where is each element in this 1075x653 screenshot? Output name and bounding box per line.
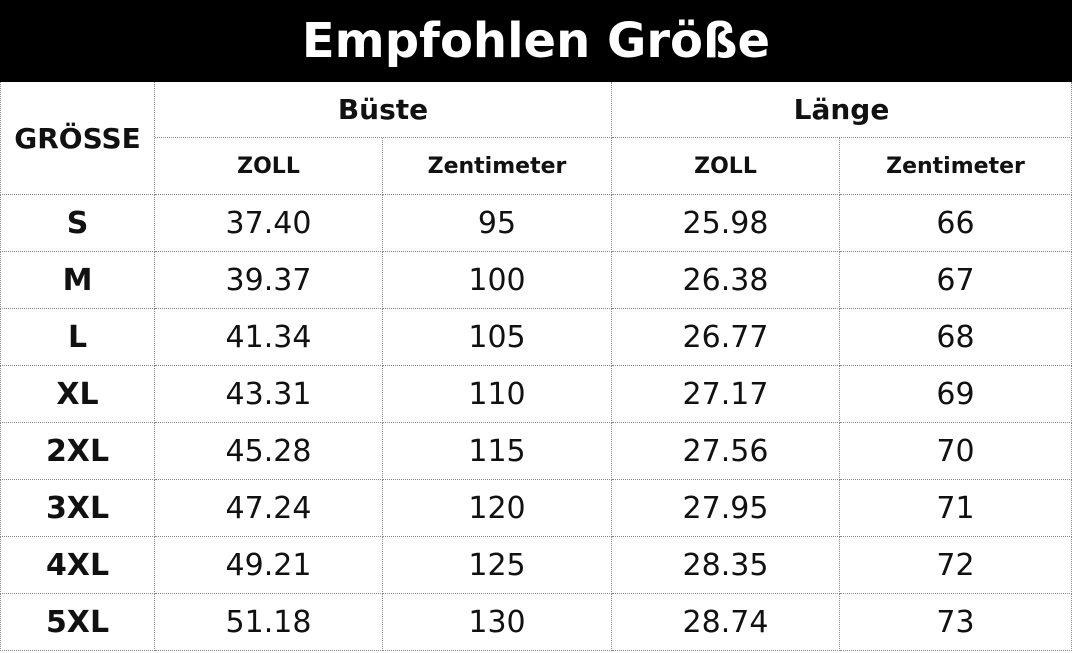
- value: 73: [840, 594, 1072, 651]
- size: M: [0, 252, 155, 309]
- value: 67: [840, 252, 1072, 309]
- value: 39.37: [155, 252, 383, 309]
- title: Empfohlen Größe: [0, 0, 1072, 82]
- size: 5XL: [0, 594, 155, 651]
- value: 26.38: [612, 252, 840, 309]
- value: 71: [840, 480, 1072, 537]
- unit-header: Zentimeter: [840, 138, 1072, 195]
- unit-header: Zentimeter: [383, 138, 612, 195]
- size: XL: [0, 366, 155, 423]
- value: 43.31: [155, 366, 383, 423]
- value: 41.34: [155, 309, 383, 366]
- value: 95: [383, 195, 612, 252]
- value: 70: [840, 423, 1072, 480]
- value: 28.74: [612, 594, 840, 651]
- value: 47.24: [155, 480, 383, 537]
- group-header: Länge: [612, 82, 1072, 138]
- value: 27.56: [612, 423, 840, 480]
- group-header: Büste: [155, 82, 612, 138]
- value: 27.95: [612, 480, 840, 537]
- value: 125: [383, 537, 612, 594]
- value: 45.28: [155, 423, 383, 480]
- size-header: GRÖSSE: [0, 82, 155, 195]
- value: 26.77: [612, 309, 840, 366]
- value: 49.21: [155, 537, 383, 594]
- value: 120: [383, 480, 612, 537]
- value: 27.17: [612, 366, 840, 423]
- value: 28.35: [612, 537, 840, 594]
- value: 100: [383, 252, 612, 309]
- size: 4XL: [0, 537, 155, 594]
- value: 105: [383, 309, 612, 366]
- value: 51.18: [155, 594, 383, 651]
- unit-header: ZOLL: [155, 138, 383, 195]
- size: L: [0, 309, 155, 366]
- size: 3XL: [0, 480, 155, 537]
- value: 25.98: [612, 195, 840, 252]
- value: 69: [840, 366, 1072, 423]
- value: 72: [840, 537, 1072, 594]
- value: 66: [840, 195, 1072, 252]
- unit-header: ZOLL: [612, 138, 840, 195]
- value: 68: [840, 309, 1072, 366]
- size: S: [0, 195, 155, 252]
- value: 37.40: [155, 195, 383, 252]
- size: 2XL: [0, 423, 155, 480]
- value: 110: [383, 366, 612, 423]
- value: 130: [383, 594, 612, 651]
- value: 115: [383, 423, 612, 480]
